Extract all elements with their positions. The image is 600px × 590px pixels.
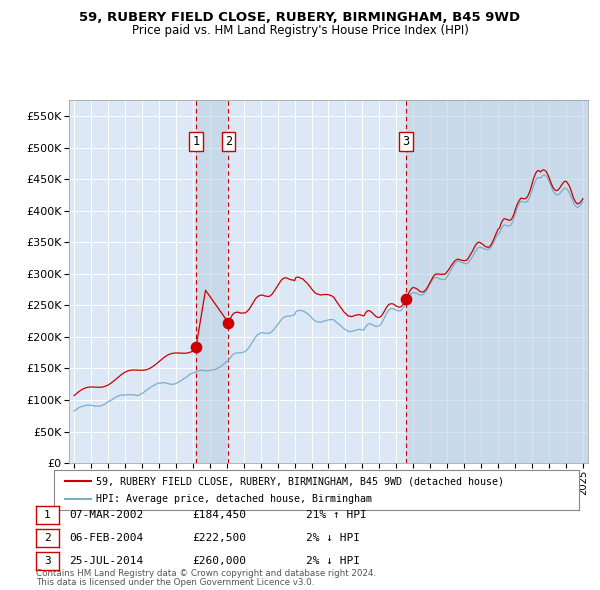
Text: 06-FEB-2004: 06-FEB-2004 [69,533,143,543]
Text: 1: 1 [44,510,51,520]
Text: 21% ↑ HPI: 21% ↑ HPI [306,510,367,520]
Text: HPI: Average price, detached house, Birmingham: HPI: Average price, detached house, Birm… [96,494,372,504]
Text: Price paid vs. HM Land Registry's House Price Index (HPI): Price paid vs. HM Land Registry's House … [131,24,469,37]
Text: £260,000: £260,000 [192,556,246,566]
Text: £222,500: £222,500 [192,533,246,543]
Text: 2% ↓ HPI: 2% ↓ HPI [306,556,360,566]
Text: This data is licensed under the Open Government Licence v3.0.: This data is licensed under the Open Gov… [36,578,314,587]
Text: 59, RUBERY FIELD CLOSE, RUBERY, BIRMINGHAM, B45 9WD: 59, RUBERY FIELD CLOSE, RUBERY, BIRMINGH… [79,11,521,24]
Text: Contains HM Land Registry data © Crown copyright and database right 2024.: Contains HM Land Registry data © Crown c… [36,569,376,578]
Text: £184,450: £184,450 [192,510,246,520]
Text: 07-MAR-2002: 07-MAR-2002 [69,510,143,520]
Bar [406,100,600,463]
Text: 3: 3 [402,135,409,148]
Point [401,294,410,304]
Text: 1: 1 [193,135,200,148]
Text: 3: 3 [44,556,51,566]
Point [224,318,233,327]
Point [191,342,201,352]
Text: 2: 2 [44,533,51,543]
Text: 2: 2 [225,135,232,148]
Text: 25-JUL-2014: 25-JUL-2014 [69,556,143,566]
Bar [196,100,229,463]
Text: 59, RUBERY FIELD CLOSE, RUBERY, BIRMINGHAM, B45 9WD (detached house): 59, RUBERY FIELD CLOSE, RUBERY, BIRMINGH… [96,477,504,487]
Text: 2% ↓ HPI: 2% ↓ HPI [306,533,360,543]
